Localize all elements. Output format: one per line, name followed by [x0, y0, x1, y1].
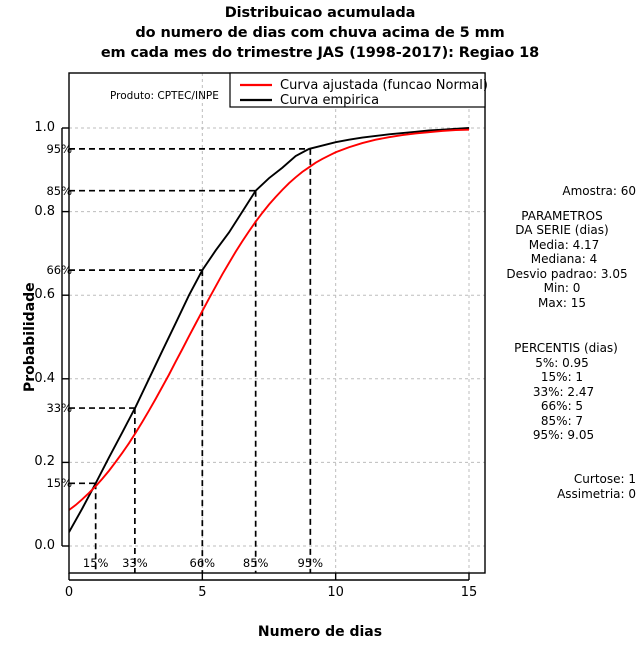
- stat-max: Max: 15: [538, 296, 586, 310]
- stat-p15: 15%: 1: [540, 370, 584, 384]
- gridlines: [68, 73, 485, 573]
- x-tick-label: 0: [64, 585, 74, 600]
- stat-amostra: Amostra: 60: [562, 184, 636, 198]
- empirical-curve: [69, 127, 470, 533]
- x-tick-label: 10: [327, 585, 344, 600]
- x-tick-label: 5: [198, 585, 207, 600]
- percentile-guide-lines: [69, 148, 312, 573]
- stat-percentis-header: PERCENTIS (dias): [514, 341, 618, 355]
- x-tick-label: 15: [460, 585, 478, 600]
- percentile-axis-label: 85%: [46, 183, 72, 198]
- stat-p05: 5%: 0.95: [535, 356, 589, 370]
- percentile-axis-label: 33%: [46, 401, 72, 416]
- y-tick-label: 1.0: [34, 120, 55, 135]
- y-tick-label: 0.8: [34, 203, 55, 219]
- stat-p85: 85%: 7: [540, 414, 584, 428]
- axis-ticks: [61, 127, 470, 581]
- percentile-axis-label: 15%: [46, 476, 72, 491]
- percentile-bottom-label: 33%: [122, 556, 148, 570]
- chart-title-line-3: em cada mes do trimestre JAS (1998-2017)…: [100, 45, 540, 61]
- stat-desvio-padrao: Desvio padrao: 3.05: [506, 267, 628, 281]
- y-tick-label: 0.6: [34, 287, 55, 303]
- chart-title-line-1: Distribuicao acumulada: [224, 5, 416, 21]
- y-tick-label: 0.4: [34, 370, 55, 386]
- stat-assimetria: Assimetria: 0: [557, 487, 636, 501]
- legend-label-empirical: Curva empirica: [280, 93, 380, 108]
- stat-p66: 66%: 5: [540, 399, 584, 413]
- stat-media: Media: 4.17: [528, 238, 600, 252]
- produto-label: Produto: CPTEC/INPE: [110, 90, 219, 102]
- percentile-bottom-label: 66%: [189, 556, 216, 570]
- percentile-bottom-label: 95%: [297, 556, 324, 570]
- stat-min: Min: 0: [543, 281, 581, 295]
- percentile-axis-label: 66%: [46, 263, 72, 278]
- stat-params-header-2: DA SERIE (dias): [515, 223, 609, 237]
- y-tick-label: 0.0: [34, 538, 55, 553]
- stat-params-header-1: PARAMETROS: [521, 209, 603, 223]
- plot-frame: [68, 72, 486, 574]
- stat-curtose: Curtose: 1: [573, 472, 636, 486]
- stat-p33: 33%: 2.47: [532, 385, 595, 399]
- percentile-bottom-label: 15%: [82, 556, 109, 570]
- legend-box: [229, 72, 486, 108]
- x-axis-title: Numero de dias: [257, 624, 383, 640]
- legend-label-fitted: Curva ajustada (funcao Normal): [280, 78, 488, 93]
- percentile-bottom-label: 85%: [242, 556, 269, 570]
- percentile-axis-label: 95%: [46, 141, 72, 156]
- fitted-normal-curve: [69, 128, 470, 511]
- y-tick-label: 0.2: [34, 454, 55, 470]
- stat-p95: 95%: 9.05: [532, 428, 595, 442]
- stat-mediana: Mediana: 4: [530, 252, 598, 266]
- chart-title-line-2: do numero de dias com chuva acima de 5 m…: [135, 25, 505, 41]
